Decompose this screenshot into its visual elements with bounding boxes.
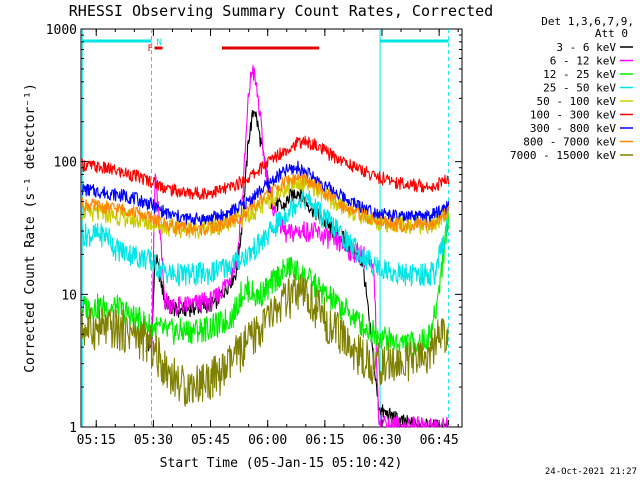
- series-line: [151, 64, 450, 428]
- x-tick-label: 05:30: [134, 433, 173, 448]
- y-tick-label: 100: [54, 156, 77, 171]
- legend-entry-label: 50 - 100 keV: [537, 95, 617, 108]
- series-line: [81, 173, 450, 239]
- series-line: [81, 135, 450, 200]
- flare-flag-label: F: [148, 44, 153, 54]
- legend-entry-label: 300 - 800 keV: [530, 122, 616, 135]
- x-tick-label: 06:00: [248, 433, 287, 448]
- series-line: [81, 172, 450, 237]
- x-tick-label: 06:15: [305, 433, 344, 448]
- chart-title: RHESSI Observing Summary Count Rates, Co…: [69, 2, 493, 20]
- legend-entry-label: 100 - 300 keV: [530, 109, 616, 122]
- x-tick-label: 06:30: [362, 433, 401, 448]
- x-tick-label: 06:45: [420, 433, 459, 448]
- plot-area: NF 1 10 100 1000 05:15 05:30 05:45 06:00 06:15 06…: [46, 23, 463, 448]
- legend-header-line-1: Det 1,3,6,7,9,: [541, 15, 634, 28]
- legend-entry-label: 3 - 6 keV: [556, 41, 616, 54]
- legend-entry-label: 12 - 25 keV: [543, 68, 616, 81]
- tick-layer: 1 10 100 1000 05:15 05:30 05:45 06:00 06:15 06:30…: [46, 23, 462, 448]
- y-tick-label: 1: [69, 421, 77, 436]
- legend-entry-label: 7000 - 15000 keV: [510, 149, 616, 162]
- legend-entry-label: 25 - 50 keV: [543, 82, 616, 95]
- timestamp: 24-Oct-2021 21:27: [545, 467, 637, 477]
- legend-header-line-2: Att 0: [595, 27, 628, 40]
- x-axis-label: Start Time (05-Jan-15 05:10:42): [160, 456, 403, 471]
- series-line: [81, 160, 450, 226]
- y-tick-label: 10: [61, 288, 77, 303]
- legend-entry-label: 800 - 7000 keV: [523, 136, 616, 149]
- x-tick-label: 05:45: [191, 433, 230, 448]
- x-tick-label: 05:15: [77, 433, 116, 448]
- night-flag-label: N: [156, 38, 161, 48]
- series-line: [81, 186, 449, 287]
- y-axis-label: Corrected Count Rate (s⁻¹ detector⁻¹): [23, 83, 38, 373]
- plot-frame: [80, 28, 463, 428]
- legend-entry-label: 6 - 12 keV: [550, 55, 617, 68]
- series-line: [81, 273, 449, 407]
- y-tick-label: 1000: [46, 23, 77, 38]
- series-layer: [81, 64, 450, 428]
